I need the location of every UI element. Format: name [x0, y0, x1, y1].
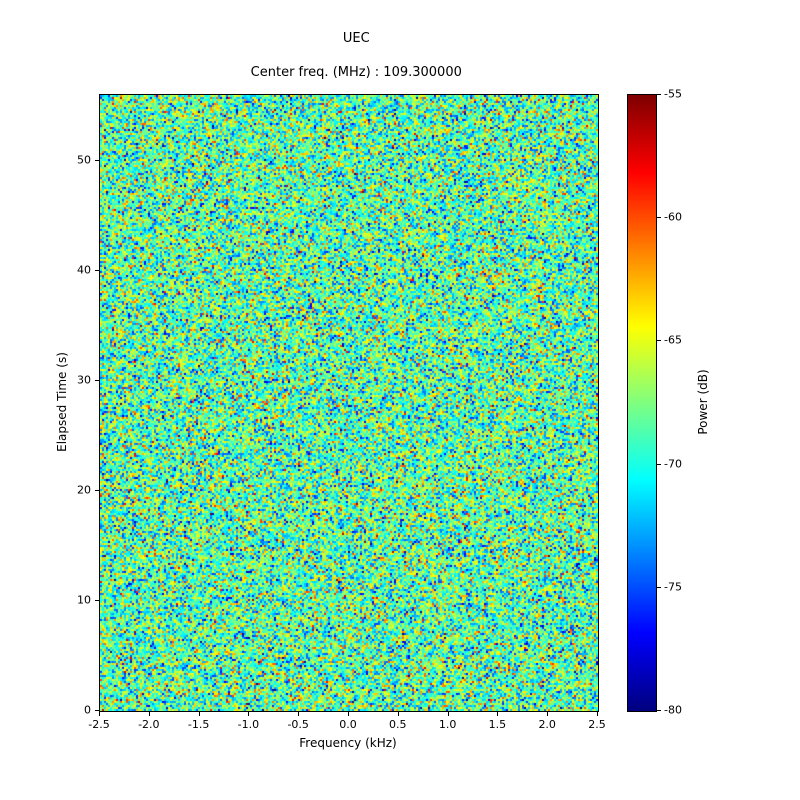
y-tick-label: 50	[77, 153, 91, 167]
x-tick-label: 2.5	[588, 718, 606, 731]
colorbar-tick-label: -75	[664, 580, 682, 594]
x-tick-label: -0.5	[287, 718, 309, 731]
y-tick-label: 0	[84, 703, 91, 717]
colorbar-tick-mark	[657, 217, 661, 219]
colorbar-tick-mark	[657, 586, 661, 588]
x-tick-mark	[298, 712, 300, 716]
colorbar-tick-label: -55	[664, 87, 682, 101]
figure-title: UEC	[342, 31, 370, 46]
colorbar-tick-label: -80	[664, 703, 682, 717]
x-tick-label: -1.5	[187, 718, 210, 731]
colorbar-tick-mark	[657, 94, 661, 95]
heatmap-plot-area	[99, 94, 599, 712]
y-tick-label: 40	[77, 263, 91, 277]
y-tick-label: 20	[77, 483, 91, 497]
x-tick-label: -2.5	[88, 718, 110, 731]
colorbar-label: Power (dB)	[696, 369, 710, 435]
x-tick-mark	[99, 712, 100, 716]
colorbar	[627, 94, 657, 712]
x-tick-label: 1.0	[438, 718, 457, 731]
x-tick-mark	[597, 712, 598, 716]
x-tick-label: 0.0	[339, 718, 357, 731]
colorbar-tick-mark	[657, 340, 661, 342]
x-tick-label: 2.0	[538, 718, 556, 731]
x-tick-mark	[348, 712, 349, 716]
y-tick-mark	[95, 490, 99, 491]
x-tick-mark	[248, 712, 250, 716]
x-tick-label: 1.5	[488, 718, 507, 731]
colorbar-tick-label: -70	[664, 457, 682, 471]
y-tick-mark	[95, 380, 99, 381]
y-tick-mark	[95, 270, 99, 271]
x-tick-mark	[547, 712, 549, 716]
x-tick-label: -1.0	[237, 718, 260, 731]
y-tick-label: 10	[77, 593, 91, 607]
center-freq-line: Center freq. (MHz) : 109.300000	[250, 65, 462, 80]
colorbar-canvas	[628, 95, 656, 711]
x-tick-label: -2.0	[138, 718, 160, 731]
y-tick-mark	[95, 710, 99, 711]
y-axis-label: Elapsed Time (s)	[55, 352, 69, 452]
x-tick-mark	[148, 712, 150, 716]
x-axis-label: Frequency (kHz)	[299, 736, 397, 750]
spectrogram-canvas	[100, 95, 598, 711]
y-tick-label: 30	[77, 373, 91, 387]
colorbar-tick-mark	[657, 710, 661, 711]
colorbar-tick-mark	[657, 463, 661, 465]
x-tick-label: 0.5	[389, 718, 407, 731]
x-tick-mark	[397, 712, 399, 716]
x-tick-mark	[497, 712, 499, 716]
colorbar-tick-label: -60	[664, 210, 682, 224]
x-tick-mark	[447, 712, 449, 716]
x-tick-mark	[198, 712, 200, 716]
colorbar-tick-label: -65	[664, 333, 682, 347]
y-tick-mark	[95, 160, 99, 161]
y-tick-mark	[95, 600, 99, 601]
